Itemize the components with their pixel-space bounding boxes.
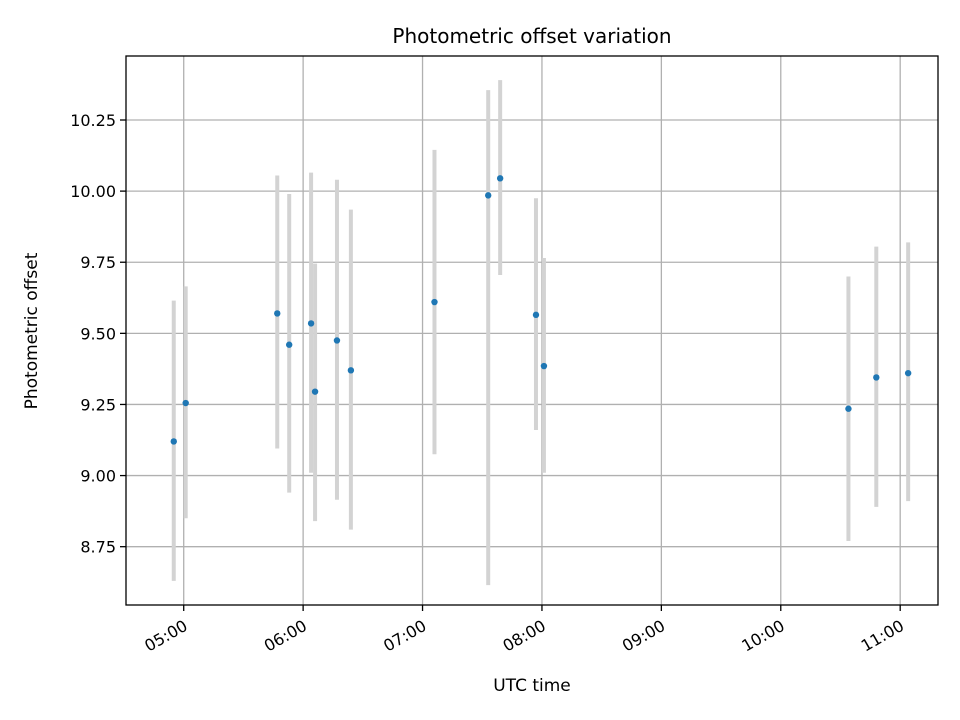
data-point bbox=[904, 369, 912, 377]
grid bbox=[126, 56, 938, 605]
y-tick-label: 9.25 bbox=[80, 395, 116, 414]
y-tick-label: 10.00 bbox=[70, 182, 116, 201]
plot-frame bbox=[125, 55, 939, 606]
y-tick-label: 10.25 bbox=[70, 111, 116, 130]
data-point bbox=[532, 311, 540, 319]
chart-title: Photometric offset variation bbox=[392, 24, 671, 48]
data-point bbox=[307, 320, 315, 327]
y-axis: 8.75 9.00 9.25 9.50 9.75 10.00 10.25 bbox=[70, 111, 126, 557]
data-point bbox=[274, 310, 281, 317]
data-point bbox=[285, 341, 293, 348]
data-point bbox=[873, 374, 880, 381]
data-point bbox=[182, 399, 189, 407]
data-points bbox=[170, 175, 912, 445]
y-tick-label: 8.75 bbox=[80, 538, 116, 557]
x-axis-label: UTC time bbox=[493, 676, 571, 696]
data-point bbox=[485, 192, 492, 199]
data-point bbox=[540, 362, 548, 370]
data-point bbox=[170, 438, 177, 445]
y-tick-label: 9.00 bbox=[80, 467, 116, 486]
data-point bbox=[347, 367, 355, 374]
data-point bbox=[333, 337, 341, 344]
y-tick-label: 9.75 bbox=[80, 253, 116, 272]
data-point bbox=[845, 405, 852, 412]
y-tick-label: 9.50 bbox=[80, 324, 116, 343]
y-axis-label: Photometric offset bbox=[22, 252, 42, 409]
data-point bbox=[431, 298, 438, 306]
data-point bbox=[311, 388, 319, 395]
data-point bbox=[496, 175, 504, 182]
